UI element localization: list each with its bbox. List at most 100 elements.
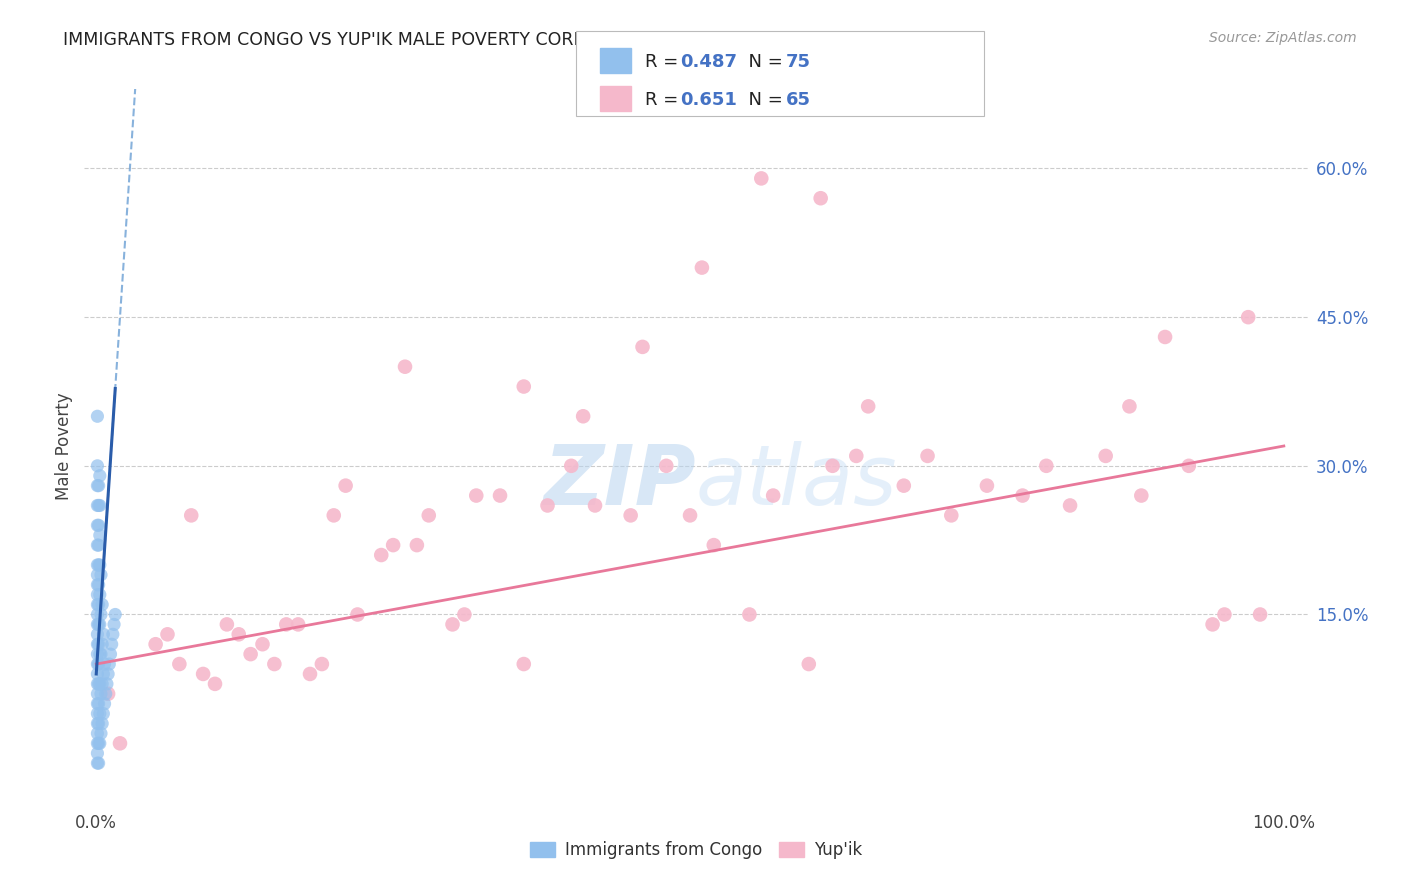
Point: [346, 607, 368, 622]
Point: [169, 657, 191, 671]
Point: [394, 359, 416, 374]
Text: R =: R =: [645, 91, 685, 109]
Point: [86, 697, 108, 711]
Point: [276, 617, 298, 632]
Point: [86, 726, 108, 740]
Point: [86, 478, 108, 492]
Point: [89, 706, 111, 721]
Point: [86, 598, 108, 612]
Point: [917, 449, 939, 463]
Text: Source: ZipAtlas.com: Source: ZipAtlas.com: [1209, 31, 1357, 45]
Text: IMMIGRANTS FROM CONGO VS YUP'IK MALE POVERTY CORRELATION CHART: IMMIGRANTS FROM CONGO VS YUP'IK MALE POV…: [63, 31, 724, 49]
Point: [1154, 330, 1177, 344]
Point: [86, 588, 108, 602]
Point: [86, 746, 108, 760]
Point: [441, 617, 464, 632]
Point: [631, 340, 654, 354]
Point: [97, 667, 120, 681]
Point: [86, 518, 108, 533]
Point: [893, 478, 915, 492]
Legend: Immigrants from Congo, Yup'ik: Immigrants from Congo, Yup'ik: [523, 835, 869, 866]
Point: [91, 677, 114, 691]
Point: [86, 617, 108, 632]
Point: [1094, 449, 1116, 463]
Point: [583, 499, 606, 513]
Point: [87, 578, 110, 592]
Point: [856, 400, 879, 414]
Point: [87, 538, 110, 552]
Point: [93, 706, 115, 721]
Point: [215, 617, 238, 632]
Point: [821, 458, 844, 473]
Point: [572, 409, 595, 424]
Point: [93, 697, 115, 711]
Point: [252, 637, 274, 651]
Point: [180, 508, 202, 523]
Point: [93, 657, 115, 671]
Point: [797, 657, 820, 671]
Point: [1237, 310, 1260, 325]
Point: [1118, 400, 1140, 414]
Text: 0.651: 0.651: [681, 91, 737, 109]
Point: [93, 627, 115, 641]
Point: [86, 706, 108, 721]
Point: [91, 637, 114, 651]
Text: ZIP: ZIP: [543, 442, 696, 522]
Point: [96, 677, 118, 691]
Point: [87, 657, 110, 671]
Point: [89, 528, 111, 542]
Point: [418, 508, 440, 523]
Point: [145, 637, 167, 651]
Point: [87, 518, 110, 533]
Point: [86, 756, 108, 771]
Point: [87, 617, 110, 632]
Point: [87, 478, 110, 492]
Point: [976, 478, 998, 492]
Point: [620, 508, 643, 523]
Point: [560, 458, 582, 473]
Point: [100, 637, 122, 651]
Point: [86, 499, 108, 513]
Point: [90, 687, 112, 701]
Point: [94, 687, 117, 701]
Point: [87, 598, 110, 612]
Text: R =: R =: [645, 54, 685, 71]
Point: [513, 657, 536, 671]
Point: [90, 607, 112, 622]
Point: [89, 617, 111, 632]
Point: [465, 489, 488, 503]
Point: [86, 667, 108, 681]
Point: [263, 657, 285, 671]
Point: [86, 627, 108, 641]
Point: [86, 567, 108, 582]
Point: [89, 588, 111, 602]
Point: [86, 716, 108, 731]
Point: [513, 379, 536, 393]
Text: atlas: atlas: [696, 442, 897, 522]
Point: [91, 716, 114, 731]
Point: [287, 617, 309, 632]
Point: [89, 468, 111, 483]
Point: [89, 677, 111, 691]
Point: [311, 657, 333, 671]
Point: [86, 409, 108, 424]
Point: [191, 667, 214, 681]
Point: [370, 548, 392, 562]
Point: [1130, 489, 1153, 503]
Y-axis label: Male Poverty: Male Poverty: [55, 392, 73, 500]
Point: [749, 171, 772, 186]
Point: [1178, 458, 1201, 473]
Point: [1059, 499, 1081, 513]
Text: 75: 75: [786, 54, 811, 71]
Point: [87, 716, 110, 731]
Point: [90, 726, 112, 740]
Point: [93, 667, 115, 681]
Point: [87, 697, 110, 711]
Point: [90, 567, 112, 582]
Point: [1249, 607, 1271, 622]
Point: [322, 508, 344, 523]
Point: [89, 558, 111, 572]
Point: [86, 607, 108, 622]
Point: [239, 647, 262, 661]
Point: [87, 677, 110, 691]
